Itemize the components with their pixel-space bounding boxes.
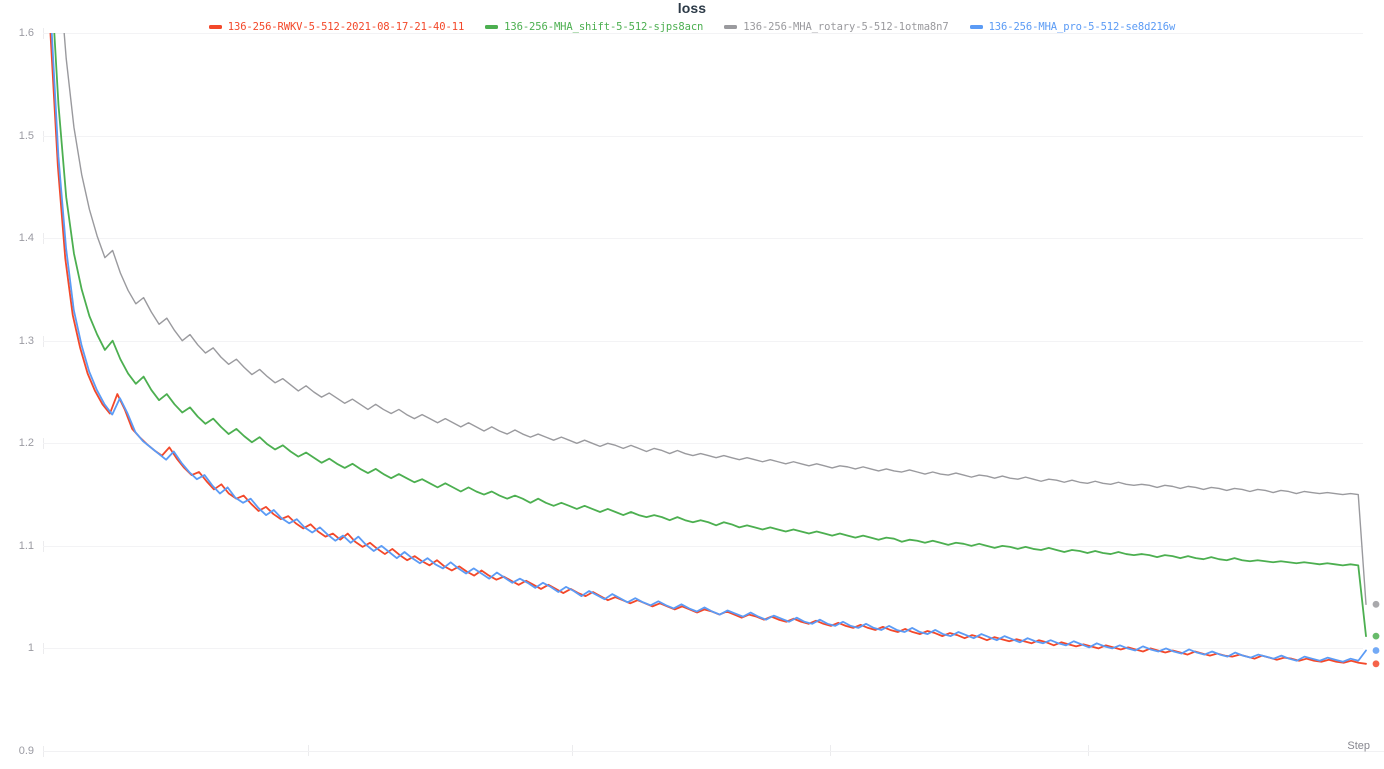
legend-swatch-icon	[724, 25, 738, 29]
y-axis-tick-label: 1.2	[18, 437, 34, 450]
series-endpoint-marker	[1372, 647, 1380, 654]
x-axis-label: Step	[1347, 740, 1370, 752]
gridline	[43, 648, 1363, 650]
chart-legend: 136-256-RWKV-5-512-2021-08-17-21-40-11 13…	[0, 20, 1384, 34]
legend-label: 136-256-MHA_rotary-5-512-1otma8n7	[743, 21, 949, 33]
x-axis-tick	[307, 745, 309, 756]
y-axis-tick-label: 1.5	[18, 129, 34, 142]
legend-swatch-icon	[208, 25, 222, 29]
gridline	[43, 443, 1363, 445]
x-axis-tick	[1088, 745, 1090, 756]
page-title: loss	[677, 0, 707, 16]
series-line	[53, 33, 1367, 638]
legend-item-1[interactable]: 136-256-MHA_shift-5-512-sjps8acn	[485, 20, 703, 34]
legend-label: 136-256-RWKV-5-512-2021-08-17-21-40-11	[227, 21, 465, 33]
x-axis-line	[43, 751, 1384, 752]
gridline	[43, 545, 1363, 547]
x-axis-tick	[830, 745, 832, 756]
series-endpoint-marker	[1372, 660, 1380, 668]
y-axis-tick-label: 1.4	[18, 232, 34, 245]
series-endpoint-marker	[1372, 600, 1380, 608]
gridline	[43, 135, 1363, 137]
series-line	[63, 33, 1367, 606]
legend-item-2[interactable]: 136-256-MHA_rotary-5-512-1otma8n7	[724, 20, 949, 34]
y-axis-tick-label: 1.6	[18, 27, 34, 39]
y-axis-tick-label: 1	[27, 642, 34, 655]
legend-label: 136-256-MHA_shift-5-512-sjps8acn	[504, 21, 704, 33]
y-axis-tick-label: 1.1	[18, 539, 34, 552]
y-axis-tick-label: 1.3	[18, 334, 34, 347]
y-axis-tick-label: 0.9	[18, 745, 34, 757]
series-line	[50, 33, 1367, 663]
gridline	[43, 33, 1363, 34]
legend-item-3[interactable]: 136-256-MHA_pro-5-512-se8d216w	[969, 20, 1176, 34]
legend-swatch-icon	[485, 25, 499, 29]
gridline	[43, 340, 1363, 342]
series-endpoint-marker	[1372, 632, 1380, 640]
x-axis-tick	[572, 745, 574, 756]
legend-item-0[interactable]: 136-256-RWKV-5-512-2021-08-17-21-40-11	[208, 20, 465, 34]
gridline	[43, 238, 1363, 240]
series-line	[49, 33, 1367, 665]
legend-swatch-icon	[969, 25, 983, 29]
plot-area	[43, 33, 1384, 751]
legend-label: 136-256-MHA_pro-5-512-se8d216w	[988, 21, 1176, 33]
